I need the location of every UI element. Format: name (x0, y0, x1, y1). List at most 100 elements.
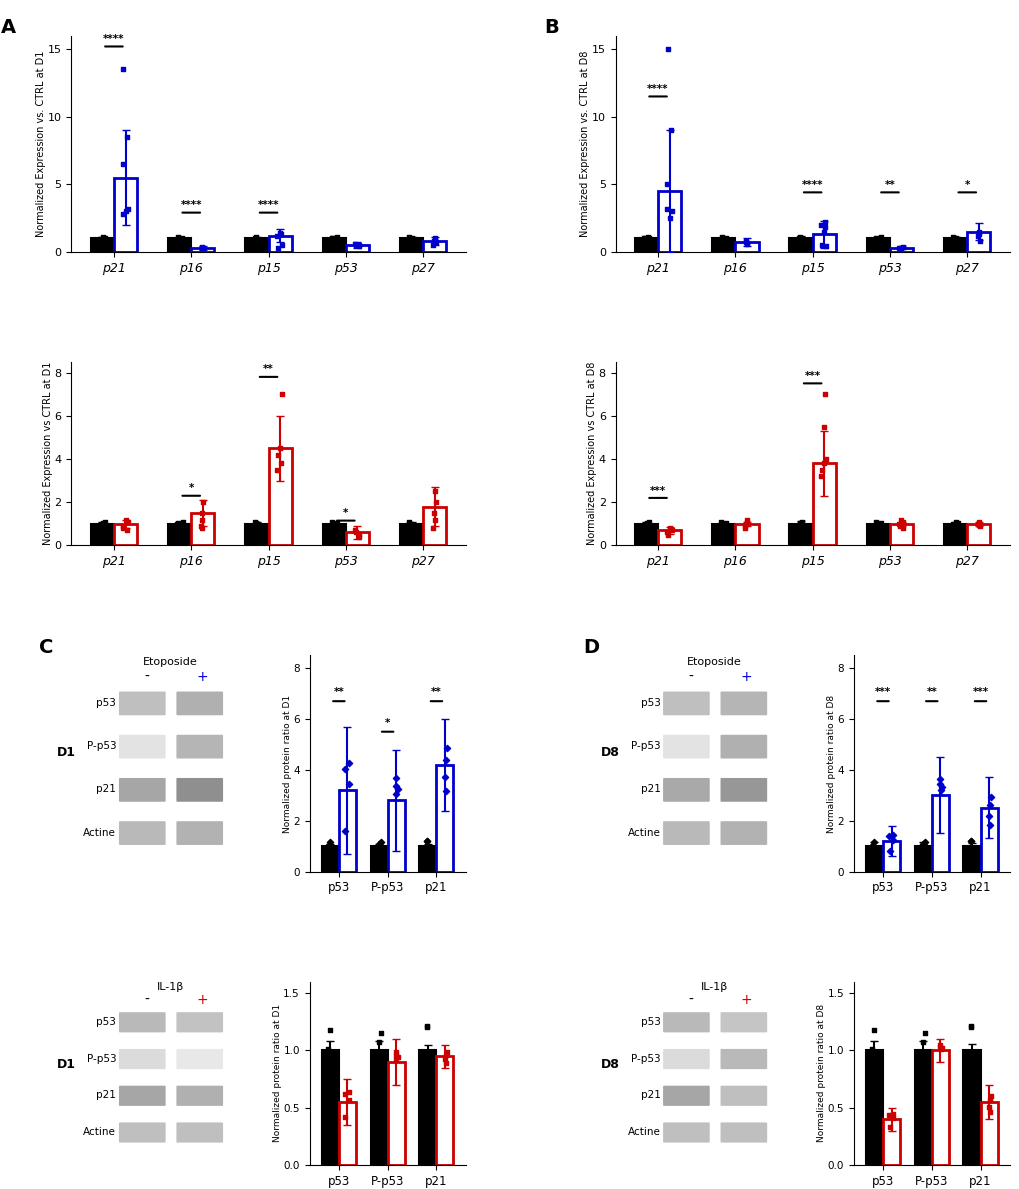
Y-axis label: Normalized protein ratio at D1: Normalized protein ratio at D1 (282, 694, 291, 832)
Point (324, 839, 340, 858)
Text: +: + (740, 671, 752, 684)
Point (419, 1017, 435, 1036)
Point (880, 826, 897, 845)
Point (270, 445, 286, 464)
Point (640, 228, 656, 247)
Text: ***: *** (874, 687, 891, 697)
Text: Actine: Actine (627, 1127, 659, 1137)
Point (944, 516, 960, 535)
Bar (338, 791, 356, 872)
FancyBboxPatch shape (119, 1049, 165, 1069)
Y-axis label: Normalized Expression vs CTRL at D8: Normalized Expression vs CTRL at D8 (587, 361, 597, 546)
Text: B: B (544, 18, 558, 37)
Point (890, 238, 906, 257)
Point (717, 516, 734, 535)
FancyBboxPatch shape (662, 1012, 709, 1032)
Point (425, 503, 441, 522)
Point (916, 1024, 932, 1043)
Point (893, 239, 909, 258)
Point (713, 515, 730, 534)
Point (194, 238, 210, 257)
Text: D: D (583, 638, 599, 658)
Bar (914, 1050, 930, 1165)
Text: p21: p21 (640, 1090, 659, 1100)
Point (883, 825, 900, 844)
Point (169, 515, 185, 534)
FancyBboxPatch shape (119, 778, 165, 801)
Text: Actine: Actine (627, 828, 659, 837)
Point (791, 515, 807, 534)
Point (427, 510, 443, 529)
Point (863, 836, 879, 855)
Point (737, 515, 753, 534)
Point (249, 229, 265, 249)
Point (195, 492, 211, 511)
Text: D8: D8 (600, 747, 619, 760)
Bar (387, 800, 405, 872)
Point (867, 516, 883, 535)
Point (658, 39, 675, 58)
Point (817, 237, 834, 256)
Point (406, 515, 422, 534)
Text: -: - (145, 993, 149, 1007)
Point (813, 460, 829, 479)
Point (815, 222, 832, 241)
Text: Etoposide: Etoposide (686, 656, 741, 667)
Point (717, 228, 734, 247)
Point (425, 232, 441, 251)
Point (419, 839, 435, 858)
FancyBboxPatch shape (176, 1086, 223, 1106)
Point (114, 155, 130, 174)
Text: ***: *** (804, 371, 820, 380)
Point (94, 231, 110, 250)
Text: **: ** (333, 687, 343, 697)
FancyBboxPatch shape (176, 778, 223, 801)
Point (388, 1050, 405, 1069)
Point (321, 1068, 337, 1087)
Point (425, 235, 441, 254)
Point (400, 514, 417, 533)
Point (96, 516, 112, 535)
Point (273, 385, 289, 404)
Point (883, 1105, 900, 1124)
Point (738, 234, 754, 253)
Point (371, 1032, 387, 1051)
Point (194, 239, 210, 258)
Text: p53: p53 (97, 698, 116, 707)
Text: Actine: Actine (84, 828, 116, 837)
Bar (370, 1050, 387, 1165)
Point (321, 843, 337, 862)
Point (892, 240, 908, 259)
Point (426, 482, 442, 501)
Point (931, 769, 948, 788)
FancyBboxPatch shape (176, 822, 223, 845)
Point (864, 1068, 880, 1087)
Point (387, 1046, 404, 1065)
Text: C: C (39, 638, 53, 658)
Text: Actine: Actine (84, 1127, 116, 1137)
Point (425, 518, 441, 537)
Point (713, 227, 730, 246)
Text: +: + (197, 671, 208, 684)
Bar (789, 524, 812, 546)
Point (872, 515, 889, 534)
Point (373, 1046, 389, 1065)
Text: P-p53: P-p53 (87, 741, 116, 751)
Point (269, 460, 285, 479)
Text: ****: **** (180, 200, 202, 209)
Point (400, 512, 417, 531)
Point (867, 231, 883, 250)
Point (916, 1046, 932, 1065)
Point (427, 233, 443, 252)
Point (438, 781, 454, 800)
Bar (399, 524, 423, 546)
Point (816, 213, 833, 232)
Point (638, 229, 654, 249)
Point (372, 1024, 388, 1043)
Point (640, 512, 656, 531)
Text: +: + (740, 993, 752, 1007)
Y-axis label: Normalized Expression vs. CTRL at D1: Normalized Expression vs. CTRL at D1 (37, 51, 46, 237)
Bar (419, 847, 436, 872)
Point (865, 1020, 881, 1039)
Point (658, 199, 675, 218)
